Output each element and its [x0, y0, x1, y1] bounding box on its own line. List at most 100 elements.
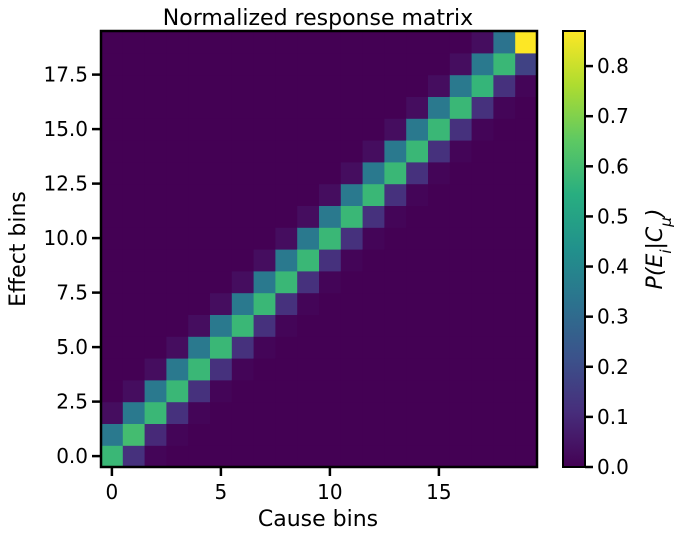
heatmap-cell	[188, 401, 211, 424]
heatmap-cell	[362, 423, 385, 446]
heatmap-cell	[122, 423, 146, 446]
heatmap-cell	[210, 118, 233, 141]
heatmap-cell	[449, 183, 473, 206]
heatmap-cell	[384, 249, 407, 272]
heatmap-cell	[275, 31, 298, 54]
heatmap-cell	[101, 423, 124, 446]
heatmap-cell	[471, 52, 494, 76]
heatmap-cell	[340, 140, 364, 163]
heatmap-cell	[362, 401, 385, 424]
heatmap-cell	[166, 52, 189, 76]
tick-label: 0.6	[597, 154, 629, 178]
heatmap-cell	[493, 249, 516, 272]
heatmap-cell	[406, 227, 429, 250]
heatmap-cell	[319, 96, 342, 119]
heatmap-cell	[384, 292, 407, 315]
heatmap-cell	[493, 358, 516, 381]
heatmap-cell	[188, 336, 211, 359]
heatmap-cell	[384, 423, 407, 446]
heatmap-cell	[471, 336, 494, 359]
heatmap-cell	[428, 205, 451, 228]
heatmap-cell	[253, 379, 276, 403]
heatmap-cell	[275, 314, 298, 337]
heatmap-cell	[122, 270, 146, 294]
heatmap-cell	[122, 227, 146, 250]
heatmap-cell	[122, 96, 146, 119]
heatmap-cell	[384, 31, 407, 54]
y-axis-ticks: 0.0 2.5 5.0 7.5 10.0 12.5 15.0 17.5	[43, 63, 101, 468]
tick-label: 2.5	[56, 390, 88, 414]
tick-label: 0.0	[56, 444, 88, 468]
tick-label: 0.5	[597, 204, 629, 228]
heatmap-cell	[231, 74, 255, 97]
heatmap-cell	[122, 118, 146, 141]
heatmap-cell	[384, 270, 407, 294]
heatmap-cell	[101, 292, 124, 315]
heatmap-cell	[210, 140, 233, 163]
heatmap-cell	[166, 270, 189, 294]
heatmap-cell	[362, 314, 385, 337]
tick-label: 0.2	[597, 355, 629, 379]
heatmap-cell	[188, 314, 211, 337]
tick-label: 5.0	[56, 335, 88, 359]
heatmap-cell	[406, 379, 429, 403]
tick-label: 0.7	[597, 104, 629, 128]
heatmap-cell	[515, 358, 538, 381]
heatmap-cell	[297, 161, 320, 185]
plot-frame	[99, 29, 539, 469]
heatmap-cell	[188, 379, 211, 403]
heatmap-cell	[449, 336, 473, 359]
heatmap-cell	[362, 140, 385, 163]
heatmap-cell	[188, 270, 211, 294]
heatmap-cell	[493, 205, 516, 228]
x-axis-ticks: 0 5 10 15	[106, 467, 452, 504]
heatmap-cell	[340, 445, 364, 468]
colorbar	[562, 30, 586, 468]
heatmap-cell	[515, 270, 538, 294]
heatmap-cell	[275, 379, 298, 403]
heatmap-cell	[188, 249, 211, 272]
heatmap-cell	[319, 292, 342, 315]
heatmap-cell	[471, 96, 494, 119]
heatmap-cell	[471, 205, 494, 228]
heatmap-cell	[231, 292, 255, 315]
heatmap-cells	[101, 31, 538, 468]
heatmap-cell	[362, 270, 385, 294]
heatmap-cell	[297, 31, 320, 54]
heatmap-cell	[101, 314, 124, 337]
heatmap-cell	[406, 118, 429, 141]
heatmap-cell	[253, 423, 276, 446]
heatmap-cell	[362, 336, 385, 359]
heatmap-cell	[428, 31, 451, 54]
heatmap-cell	[122, 183, 146, 206]
heatmap-cell	[275, 227, 298, 250]
heatmap-cell	[188, 423, 211, 446]
heatmap-cell	[297, 336, 320, 359]
heatmap-cell	[210, 336, 233, 359]
heatmap-cell	[449, 379, 473, 403]
heatmap-cell	[144, 96, 167, 119]
heatmap-cell	[101, 74, 124, 97]
heatmap-cell	[471, 74, 494, 97]
heatmap-cell	[515, 292, 538, 315]
heatmap-cell	[210, 358, 233, 381]
heatmap-cell	[210, 401, 233, 424]
heatmap-cell	[428, 52, 451, 76]
heatmap-cell	[428, 249, 451, 272]
heatmap-cell	[188, 140, 211, 163]
heatmap-cell	[493, 227, 516, 250]
heatmap-cell	[493, 270, 516, 294]
heatmap-cell	[449, 96, 473, 119]
heatmap-cell	[297, 423, 320, 446]
heatmap-cell	[297, 292, 320, 315]
tick-label: 0.3	[597, 305, 629, 329]
heatmap-cell	[449, 401, 473, 424]
heatmap-cell	[253, 227, 276, 250]
heatmap-cell	[275, 358, 298, 381]
heatmap-cell	[362, 31, 385, 54]
heatmap-cell	[297, 183, 320, 206]
y-axis-label: Effect bins	[6, 191, 31, 307]
heatmap-cell	[362, 74, 385, 97]
heatmap-cell	[428, 96, 451, 119]
heatmap-cell	[122, 314, 146, 337]
